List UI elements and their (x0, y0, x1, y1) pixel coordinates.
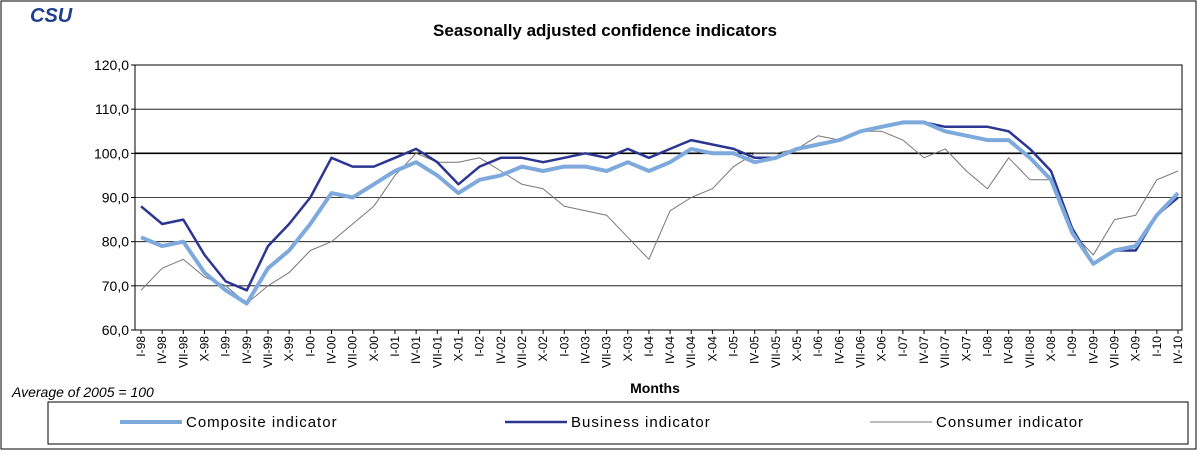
x-tick-label: IV-10 (1171, 336, 1185, 364)
x-tick-label: IV-06 (832, 336, 846, 364)
y-tick-label: 70,0 (102, 278, 129, 294)
x-tick-label: X-98 (197, 336, 211, 362)
x-tick-label: VII-99 (261, 336, 275, 368)
x-tick-label: IV-09 (1086, 336, 1100, 364)
x-tick-label: I-07 (896, 336, 910, 357)
x-tick-label: VII-04 (684, 336, 698, 368)
x-tick-label: IV-07 (917, 336, 931, 364)
x-tick-label: I-09 (1065, 336, 1079, 357)
x-tick-label: X-08 (1044, 336, 1058, 362)
x-tick-label: X-06 (875, 336, 889, 362)
legend-label: Business indicator (571, 414, 711, 431)
x-tick-label: X-02 (536, 336, 550, 362)
x-tick-label: VII-08 (1023, 336, 1037, 368)
x-tick-label: IV-03 (578, 336, 592, 364)
x-tick-label: VII-09 (1108, 336, 1122, 368)
logo: CSU (30, 5, 73, 27)
x-tick-label: X-99 (282, 336, 296, 362)
x-tick-label: IV-08 (1002, 336, 1016, 364)
y-tick-label: 120,0 (94, 57, 129, 73)
x-tick-label: IV-99 (240, 336, 254, 364)
series-line (140, 121, 1179, 292)
y-tick-label: 100,0 (94, 145, 129, 161)
chart-title: Seasonally adjusted confidence indicator… (433, 21, 777, 40)
x-tick-label: I-05 (727, 336, 741, 357)
x-tick-label: I-99 (219, 336, 233, 357)
x-tick-label: IV-02 (494, 336, 508, 364)
x-tick-label: VII-07 (938, 336, 952, 368)
x-tick-label: I-01 (388, 336, 402, 357)
x-tick-label: IV-98 (155, 336, 169, 364)
x-tick-label: IV-00 (324, 336, 338, 364)
y-tick-label: 90,0 (102, 190, 129, 206)
x-tick-label: VII-98 (176, 336, 190, 368)
x-tick-label: X-04 (705, 336, 719, 362)
x-tick-label: X-00 (367, 336, 381, 362)
x-tick-label: I-03 (557, 336, 571, 357)
x-tick-label: VII-01 (430, 336, 444, 368)
annotation: Average of 2005 = 100 (11, 384, 154, 400)
x-tick-label: VII-06 (854, 336, 868, 368)
legend-label: Consumer indicator (936, 414, 1084, 431)
x-tick-label: X-09 (1129, 336, 1143, 362)
x-tick-label: I-08 (981, 336, 995, 357)
series-line (140, 120, 1180, 306)
x-tick-label: IV-01 (409, 336, 423, 364)
x-tick-label: VII-05 (769, 336, 783, 368)
y-tick-label: 110,0 (95, 101, 129, 117)
series-line (140, 130, 1179, 304)
x-tick-label: I-02 (473, 336, 487, 357)
y-tick-label: 80,0 (102, 234, 129, 250)
x-tick-label: X-07 (959, 336, 973, 362)
x-tick-label: VII-02 (515, 336, 529, 368)
x-tick-label: I-00 (303, 336, 317, 357)
x-tick-label: IV-04 (663, 336, 677, 364)
x-tick-label: I-10 (1150, 336, 1164, 357)
x-tick-label: I-98 (134, 336, 148, 357)
x-tick-label: IV-05 (748, 336, 762, 364)
x-tick-label: X-05 (790, 336, 804, 362)
x-tick-label: X-03 (621, 336, 635, 362)
legend (47, 401, 1189, 445)
x-tick-label: VII-00 (346, 336, 360, 368)
y-tick-label: 60,0 (102, 322, 129, 338)
x-tick-label: I-04 (642, 336, 656, 357)
x-tick-label: VII-03 (600, 336, 614, 368)
x-tick-label: X-01 (451, 336, 465, 362)
x-tick-label: I-06 (811, 336, 825, 357)
legend-label: Composite indicator (186, 414, 338, 431)
x-axis-label: Months (630, 380, 680, 396)
